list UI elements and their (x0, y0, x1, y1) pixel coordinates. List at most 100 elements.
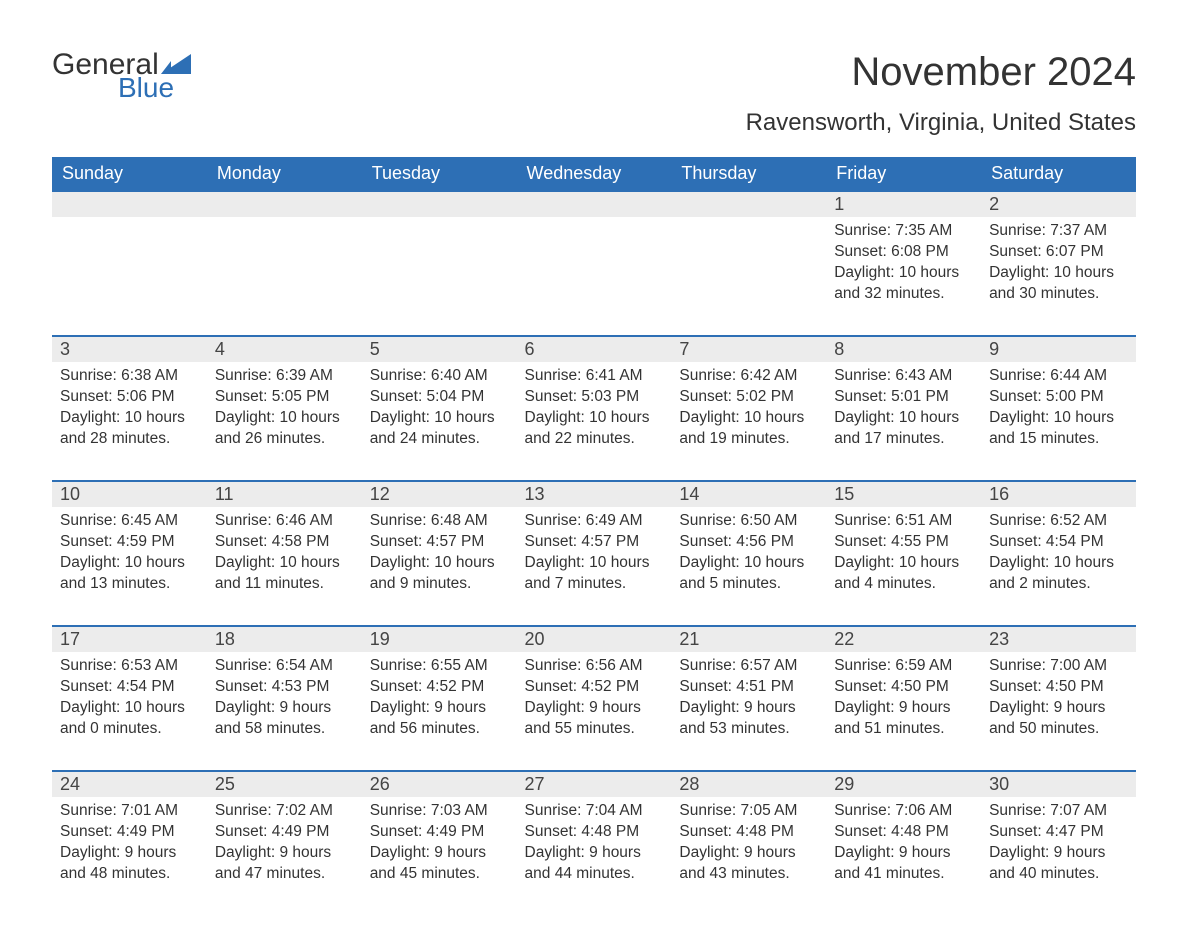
daylight-line: Daylight: 10 hours and 26 minutes. (215, 408, 354, 450)
weekday-header: Wednesday (517, 157, 672, 191)
day-details: Sunrise: 7:01 AMSunset: 4:49 PMDaylight:… (52, 797, 207, 897)
day-cell: 25Sunrise: 7:02 AMSunset: 4:49 PMDayligh… (207, 771, 362, 897)
day-number: 23 (981, 627, 1136, 652)
day-number: 20 (517, 627, 672, 652)
day-number (671, 192, 826, 217)
day-cell (362, 191, 517, 336)
daylight-line: Daylight: 9 hours and 43 minutes. (679, 843, 818, 885)
day-details: Sunrise: 6:54 AMSunset: 4:53 PMDaylight:… (207, 652, 362, 770)
day-number (362, 192, 517, 217)
day-details: Sunrise: 6:38 AMSunset: 5:06 PMDaylight:… (52, 362, 207, 480)
day-number: 19 (362, 627, 517, 652)
daylight-line: Daylight: 9 hours and 48 minutes. (60, 843, 199, 885)
day-number: 12 (362, 482, 517, 507)
sunset-line: Sunset: 4:57 PM (370, 532, 509, 553)
sunset-line: Sunset: 4:48 PM (525, 822, 664, 843)
logo: General Blue (52, 50, 191, 102)
daylight-line: Daylight: 10 hours and 15 minutes. (989, 408, 1128, 450)
weekday-header: Sunday (52, 157, 207, 191)
day-number: 5 (362, 337, 517, 362)
sunrise-line: Sunrise: 6:48 AM (370, 511, 509, 532)
day-number (52, 192, 207, 217)
day-cell: 12 Sunrise: 6:48 AMSunset: 4:57 PMDayligh… (362, 481, 517, 626)
sunrise-line: Sunrise: 7:01 AM (60, 801, 199, 822)
sunset-line: Sunset: 5:05 PM (215, 387, 354, 408)
day-details: Sunrise: 7:06 AMSunset: 4:48 PMDaylight:… (826, 797, 981, 897)
day-details: Sunrise: 7:37 AMSunset: 6:07 PMDaylight:… (981, 217, 1136, 335)
month-title: November 2024 (746, 50, 1136, 95)
day-number: 29 (826, 772, 981, 797)
weekday-header: Thursday (671, 157, 826, 191)
day-number: 30 (981, 772, 1136, 797)
day-number: 26 (362, 772, 517, 797)
day-cell (52, 191, 207, 336)
week-row: 3Sunrise: 6:38 AMSunset: 5:06 PMDaylight… (52, 336, 1136, 481)
sunset-line: Sunset: 4:52 PM (525, 677, 664, 698)
sunrise-line: Sunrise: 7:35 AM (834, 221, 973, 242)
day-details (517, 217, 672, 335)
daylight-line: Daylight: 9 hours and 51 minutes. (834, 698, 973, 740)
day-cell: 1Sunrise: 7:35 AMSunset: 6:08 PMDaylight… (826, 191, 981, 336)
day-cell: 24Sunrise: 7:01 AMSunset: 4:49 PMDayligh… (52, 771, 207, 897)
sunrise-line: Sunrise: 6:46 AM (215, 511, 354, 532)
day-details: Sunrise: 6:39 AMSunset: 5:05 PMDaylight:… (207, 362, 362, 480)
sunrise-line: Sunrise: 6:57 AM (679, 656, 818, 677)
sunset-line: Sunset: 4:55 PM (834, 532, 973, 553)
day-number: 22 (826, 627, 981, 652)
daylight-line: Daylight: 9 hours and 58 minutes. (215, 698, 354, 740)
day-details: Sunrise: 6:57 AMSunset: 4:51 PMDaylight:… (671, 652, 826, 770)
day-number: 4 (207, 337, 362, 362)
sunrise-line: Sunrise: 6:52 AM (989, 511, 1128, 532)
sunrise-line: Sunrise: 7:05 AM (679, 801, 818, 822)
day-details (207, 217, 362, 335)
sunrise-line: Sunrise: 6:44 AM (989, 366, 1128, 387)
day-cell: 9Sunrise: 6:44 AMSunset: 5:00 PMDaylight… (981, 336, 1136, 481)
day-number: 6 (517, 337, 672, 362)
sunrise-line: Sunrise: 7:06 AM (834, 801, 973, 822)
day-number: 24 (52, 772, 207, 797)
sunset-line: Sunset: 5:01 PM (834, 387, 973, 408)
sunset-line: Sunset: 4:54 PM (989, 532, 1128, 553)
day-number: 8 (826, 337, 981, 362)
calendar-table: SundayMondayTuesdayWednesdayThursdayFrid… (52, 157, 1136, 897)
sunrise-line: Sunrise: 6:45 AM (60, 511, 199, 532)
daylight-line: Daylight: 10 hours and 11 minutes. (215, 553, 354, 595)
day-number: 2 (981, 192, 1136, 217)
location: Ravensworth, Virginia, United States (746, 109, 1136, 137)
day-cell: 5Sunrise: 6:40 AMSunset: 5:04 PMDaylight… (362, 336, 517, 481)
sunrise-line: Sunrise: 7:03 AM (370, 801, 509, 822)
day-cell: 3Sunrise: 6:38 AMSunset: 5:06 PMDaylight… (52, 336, 207, 481)
day-cell: 19Sunrise: 6:55 AMSunset: 4:52 PMDayligh… (362, 626, 517, 771)
daylight-line: Daylight: 10 hours and 7 minutes. (525, 553, 664, 595)
day-cell: 15Sunrise: 6:51 AMSunset: 4:55 PMDayligh… (826, 481, 981, 626)
sunset-line: Sunset: 4:48 PM (834, 822, 973, 843)
sunset-line: Sunset: 4:50 PM (989, 677, 1128, 698)
day-details: Sunrise: 6:56 AMSunset: 4:52 PMDaylight:… (517, 652, 672, 770)
sunset-line: Sunset: 5:04 PM (370, 387, 509, 408)
day-details: Sunrise: 6:55 AMSunset: 4:52 PMDaylight:… (362, 652, 517, 770)
day-cell: 16Sunrise: 6:52 AMSunset: 4:54 PMDayligh… (981, 481, 1136, 626)
day-number: 28 (671, 772, 826, 797)
day-cell: 30Sunrise: 7:07 AMSunset: 4:47 PMDayligh… (981, 771, 1136, 897)
day-details: Sunrise: 7:03 AMSunset: 4:49 PMDaylight:… (362, 797, 517, 897)
sunset-line: Sunset: 4:47 PM (989, 822, 1128, 843)
day-details: Sunrise: 6:49 AMSunset: 4:57 PMDaylight:… (517, 507, 672, 625)
sunset-line: Sunset: 4:49 PM (215, 822, 354, 843)
daylight-line: Daylight: 10 hours and 24 minutes. (370, 408, 509, 450)
daylight-line: Daylight: 10 hours and 9 minutes. (370, 553, 509, 595)
day-number: 17 (52, 627, 207, 652)
day-details: Sunrise: 7:04 AMSunset: 4:48 PMDaylight:… (517, 797, 672, 897)
daylight-line: Daylight: 10 hours and 22 minutes. (525, 408, 664, 450)
daylight-line: Daylight: 10 hours and 32 minutes. (834, 263, 973, 305)
day-details: Sunrise: 7:05 AMSunset: 4:48 PMDaylight:… (671, 797, 826, 897)
day-details: Sunrise: 6:50 AMSunset: 4:56 PMDaylight:… (671, 507, 826, 625)
daylight-line: Daylight: 10 hours and 28 minutes. (60, 408, 199, 450)
day-cell: 2Sunrise: 7:37 AMSunset: 6:07 PMDaylight… (981, 191, 1136, 336)
day-cell: 29Sunrise: 7:06 AMSunset: 4:48 PMDayligh… (826, 771, 981, 897)
calendar-header: SundayMondayTuesdayWednesdayThursdayFrid… (52, 157, 1136, 191)
day-number: 1 (826, 192, 981, 217)
daylight-line: Daylight: 10 hours and 17 minutes. (834, 408, 973, 450)
day-cell (671, 191, 826, 336)
sunset-line: Sunset: 4:52 PM (370, 677, 509, 698)
daylight-line: Daylight: 10 hours and 5 minutes. (679, 553, 818, 595)
